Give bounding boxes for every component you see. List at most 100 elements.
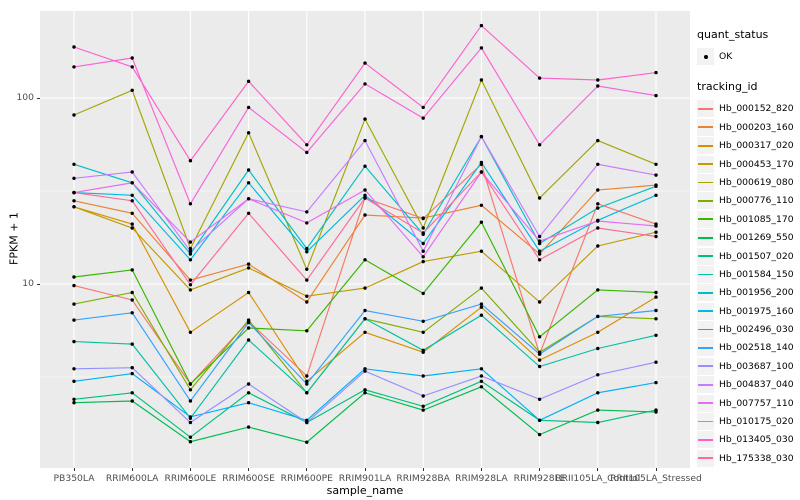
legend-key-box <box>697 302 714 320</box>
legend-item-label: Hb_000317_020 <box>719 140 794 152</box>
x-tick-mark <box>539 468 541 471</box>
legend-item-Hb_001085_170: Hb_001085_170 <box>697 210 799 228</box>
legend-item-Hb_001269_550: Hb_001269_550 <box>697 229 799 247</box>
legend-line-swatch <box>698 402 713 405</box>
legend-item-Hb_001975_160: Hb_001975_160 <box>697 302 799 320</box>
x-tick-label: RRII105LA_Stressed <box>610 473 702 484</box>
legend-item-ok: OK <box>697 48 799 65</box>
plot-canvas <box>40 11 690 468</box>
legend-key-box <box>697 413 714 431</box>
legend-items: Hb_000152_820 Hb_000203_160 Hb_000317_020 H… <box>697 100 799 467</box>
x-tick-label: RRIM928BA <box>396 473 450 484</box>
legend-item-label: Hb_002518_140 <box>719 342 794 354</box>
x-axis-title: sample_name <box>326 484 404 497</box>
legend-line-swatch <box>698 181 713 184</box>
legend-line-swatch <box>698 163 713 165</box>
x-tick-mark <box>655 468 657 471</box>
legend-item-Hb_000203_160: Hb_000203_160 <box>697 118 799 136</box>
legend-line-swatch <box>698 328 713 331</box>
legend-key-box <box>697 210 714 228</box>
legend-key-box <box>697 284 714 302</box>
legend-item-label: Hb_013405_030 <box>719 434 794 446</box>
legend-item-Hb_175338_030: Hb_175338_030 <box>697 449 799 467</box>
legend-item-Hb_004837_040: Hb_004837_040 <box>697 376 799 394</box>
x-tick-label: RRIM928LE <box>513 473 566 484</box>
legend-item-Hb_000776_110: Hb_000776_110 <box>697 192 799 210</box>
legend-key-box <box>697 100 714 118</box>
legend-key-box <box>697 449 714 467</box>
legend-line-swatch <box>698 439 713 441</box>
legend-key-box <box>697 137 714 155</box>
x-tick-label: RRIM600LE <box>164 473 217 484</box>
legend-line-swatch <box>698 126 713 129</box>
legend-key-box <box>697 48 714 65</box>
y-axis-title: FPKM + 1 <box>7 212 21 265</box>
legend-item-Hb_001507_020: Hb_001507_020 <box>697 247 799 265</box>
x-tick-label: RRIM600LA <box>105 473 159 484</box>
x-tick-label: RRIM600PE <box>280 473 333 484</box>
legend-item-label: Hb_000776_110 <box>719 195 794 207</box>
legend-item-label: Hb_175338_030 <box>719 452 794 464</box>
x-tick-mark <box>189 468 191 471</box>
x-tick-mark <box>73 468 75 471</box>
legend-item-label: Hb_001956_200 <box>719 287 794 299</box>
y-tick-mark <box>37 97 40 99</box>
legend-item-label: Hb_004837_040 <box>719 379 794 391</box>
legend-item-label: Hb_001507_020 <box>719 250 794 262</box>
legend-line-swatch <box>698 218 713 221</box>
legend-line-swatch <box>698 383 713 386</box>
legend: quant_status OK tracking_id Hb_000152_82… <box>697 28 799 468</box>
legend-key-box <box>697 376 714 394</box>
legend-key-box <box>697 229 714 247</box>
legend-key-box <box>697 394 714 412</box>
legend-item-Hb_002496_030: Hb_002496_030 <box>697 321 799 339</box>
y-tick-label: 10 <box>22 278 34 289</box>
legend-item-Hb_001584_150: Hb_001584_150 <box>697 265 799 283</box>
legend-line-swatch <box>698 420 713 423</box>
legend-item-label: Hb_001584_150 <box>719 268 794 280</box>
legend-item-Hb_000619_080: Hb_000619_080 <box>697 173 799 191</box>
legend-line-swatch <box>698 310 713 313</box>
legend-item-Hb_000317_020: Hb_000317_020 <box>697 137 799 155</box>
legend-line-swatch <box>698 255 713 257</box>
legend-key-box <box>697 192 714 210</box>
legend-key-box <box>697 155 714 173</box>
x-tick-label: RRIM600SE <box>222 473 275 484</box>
legend-line-swatch <box>698 107 713 110</box>
legend-title-quant-status: quant_status <box>697 28 769 41</box>
legend-item-label: Hb_001269_550 <box>719 232 794 244</box>
x-tick-mark <box>131 468 133 471</box>
y-tick-mark <box>37 283 40 285</box>
legend-key-box <box>697 118 714 136</box>
x-tick-label: RRIM928LA <box>455 473 508 484</box>
x-tick-mark <box>364 468 366 471</box>
legend-item-Hb_003687_100: Hb_003687_100 <box>697 357 799 375</box>
legend-key-box <box>697 357 714 375</box>
legend-item-label: Hb_002496_030 <box>719 324 794 336</box>
legend-key-box <box>697 431 714 449</box>
x-tick-label: RRIM901LA <box>338 473 392 484</box>
legend-key-box <box>697 247 714 265</box>
legend-line-swatch <box>698 457 713 460</box>
legend-item-Hb_007757_110: Hb_007757_110 <box>697 394 799 412</box>
legend-item-label: Hb_003687_100 <box>719 360 794 372</box>
legend-line-swatch <box>698 273 713 276</box>
point-marker-icon <box>703 54 708 59</box>
x-tick-mark <box>597 468 599 471</box>
x-tick-mark <box>306 468 308 471</box>
legend-item-label: Hb_000453_170 <box>719 158 794 170</box>
legend-key-box <box>697 265 714 283</box>
x-tick-label: RRII105LA_Control <box>555 473 641 484</box>
legend-item-label: Hb_010175_020 <box>719 416 794 428</box>
legend-item-label: Hb_007757_110 <box>719 397 794 409</box>
plot-panel <box>40 11 690 468</box>
legend-item-label: OK <box>719 51 733 62</box>
legend-title-tracking-id: tracking_id <box>697 80 758 94</box>
legend-line-swatch <box>698 365 713 368</box>
legend-line-swatch <box>698 144 713 147</box>
legend-item-Hb_013405_030: Hb_013405_030 <box>697 431 799 449</box>
legend-key-box <box>697 173 714 191</box>
legend-item-label: Hb_001085_170 <box>719 213 794 225</box>
legend-item-Hb_010175_020: Hb_010175_020 <box>697 413 799 431</box>
